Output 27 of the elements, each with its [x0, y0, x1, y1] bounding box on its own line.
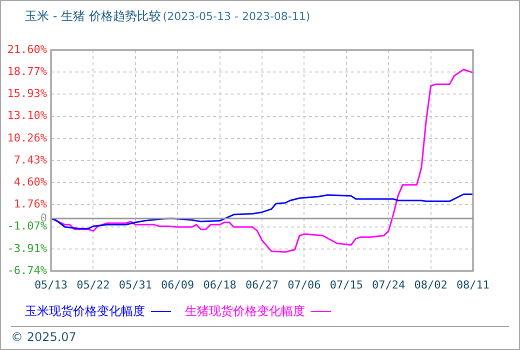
y-tick-label: 7.43%	[14, 153, 48, 166]
x-tick-label: 06/18	[203, 278, 236, 292]
x-tick-label: 08/11	[456, 278, 490, 292]
y-tick-label: -3.91%	[7, 242, 48, 255]
chart-subtitle: (2023-05-13 - 2023-08-11)	[162, 10, 310, 23]
x-tick-label: 06/09	[161, 278, 194, 292]
x-tick-label: 05/31	[118, 278, 152, 292]
x-tick-label: 06/27	[245, 278, 279, 292]
x-tick-label: 05/22	[76, 278, 110, 292]
x-tick-label: 07/24	[372, 278, 406, 292]
y-tick-label: 1.76%	[14, 198, 48, 211]
text: © 2025.07	[11, 330, 76, 344]
x-tick-label: 05/13	[34, 278, 68, 292]
y-tick-label: 13.10%	[7, 109, 48, 122]
x-tick-label: 08/02	[414, 278, 448, 292]
y-tick-label: 4.60%	[14, 175, 48, 188]
x-tick-label: 07/15	[330, 278, 363, 292]
x-tick-label: 07/06	[288, 278, 321, 292]
y-tick-label: 10.26%	[7, 131, 48, 144]
legend-label: 生猪现货价格变化幅度	[185, 303, 305, 320]
legend-label: 玉米现货价格变化幅度	[25, 303, 145, 320]
y-tick-label: 18.77%	[7, 64, 48, 78]
y-tick-label: 21.60%	[7, 42, 48, 56]
y-tick-label: -1.07%	[7, 220, 48, 233]
chart-title: 玉米 - 生猪 价格趋势比较	[25, 9, 161, 23]
y-tick-label: -6.74%	[7, 264, 48, 277]
y-tick-label: 15.93%	[7, 87, 48, 100]
